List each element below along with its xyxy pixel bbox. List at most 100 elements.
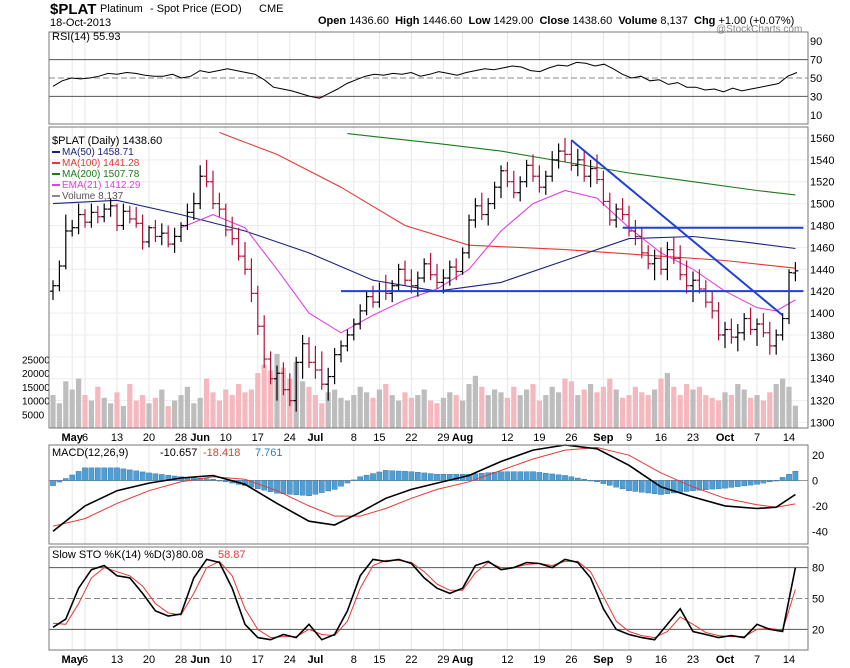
macd-histogram-bar [357, 476, 364, 481]
volume-bar [101, 397, 107, 428]
x-axis-label: Oct [716, 432, 735, 444]
close-label: Close [539, 15, 570, 27]
macd-histogram-bar [779, 477, 786, 481]
x-axis-label: 12 [501, 432, 513, 444]
macd-histogram-bar [587, 480, 594, 482]
volume-bar [639, 392, 645, 428]
volume-bar [588, 384, 594, 428]
price-axis-tick: 1420 [810, 286, 834, 298]
macd-hist-value: 7.761 [255, 447, 283, 459]
volume-bar [460, 400, 466, 428]
macd-histogram-bar [267, 480, 274, 492]
volume-bar [159, 389, 165, 428]
macd-histogram-bar [299, 480, 306, 496]
x-axis-label: 7 [754, 432, 760, 444]
volume-bar [242, 392, 248, 428]
macd-histogram-bar [325, 480, 332, 492]
macd-histogram-bar [331, 480, 338, 490]
x-axis-label: 6 [82, 432, 88, 444]
macd-histogram-bar [293, 480, 300, 495]
macd-histogram-bar [306, 480, 312, 496]
macd-axis-tick: 0 [812, 476, 818, 488]
macd-histogram-bar [645, 480, 651, 494]
volume-bar [332, 389, 338, 428]
volume-bar [120, 406, 126, 428]
macd-histogram-bar [498, 471, 504, 481]
macd-histogram-bar [415, 472, 421, 481]
x-axis-label: 17 [252, 432, 264, 444]
volume-bar [536, 400, 542, 428]
rsi-axis-tick: 50 [810, 73, 822, 85]
volume-label: Volume [618, 15, 658, 27]
volume-bar [370, 397, 376, 428]
rsi-line [52, 61, 798, 99]
price-axis-tick: 1340 [810, 374, 834, 386]
macd-histogram-bar [440, 473, 447, 481]
volume-bar [56, 403, 62, 428]
volume-bar [773, 384, 779, 428]
x-axis-label-bottom: May [61, 654, 83, 666]
macd-histogram-bar [792, 470, 799, 481]
price-axis-tick: 1380 [810, 330, 834, 342]
volume-bar [671, 386, 677, 428]
macd-histogram-bar [683, 480, 690, 492]
volume-bar [210, 392, 216, 428]
macd-axis-tick: -20 [812, 501, 828, 513]
volume-bar [716, 400, 722, 428]
volume-bar [197, 397, 203, 428]
price-axis-tick: 1460 [810, 242, 834, 254]
volume-bar [184, 386, 190, 428]
volume-bar [376, 389, 382, 428]
sto-axis-tick: 80 [812, 563, 824, 575]
macd-histogram-bar [408, 471, 415, 481]
volume-bar [389, 395, 395, 428]
low-value: 1429.00 [493, 15, 534, 27]
volume-bar [421, 389, 427, 428]
macd-histogram-bar [338, 480, 344, 487]
volume-bar [236, 384, 242, 428]
volume-bar [319, 403, 325, 428]
x-axis-label-bottom: 19 [533, 654, 545, 666]
volume-bar [517, 395, 523, 428]
volume-bar [140, 395, 146, 428]
volume-bar [357, 386, 363, 428]
x-axis-label: May [61, 432, 83, 444]
rsi-axis-tick: 10 [810, 110, 822, 122]
x-axis-label-bottom: 28 [175, 654, 187, 666]
macd-histogram-bar [126, 469, 133, 481]
legend-entry: MA(100) 1441.28 [62, 158, 140, 169]
volume-bar [543, 395, 549, 428]
macd-histogram-bar [248, 480, 255, 488]
macd-panel-frame [48, 444, 809, 545]
high-value: 1446.60 [422, 15, 463, 27]
volume-bar [408, 397, 414, 428]
volume-bar [594, 392, 600, 428]
macd-histogram-bar [594, 480, 600, 483]
macd-histogram-bar [517, 471, 523, 481]
close-value: 1438.60 [572, 15, 613, 27]
sto-panel-frame [48, 546, 809, 651]
volume-bar [760, 400, 766, 428]
macd-histogram-bar [210, 479, 216, 481]
x-axis-label-bottom: 10 [220, 654, 232, 666]
price-axis-tick: 1480 [810, 221, 834, 233]
sto-k-line [52, 558, 797, 641]
macd-histogram-bar [715, 480, 722, 489]
volume-bar [306, 386, 312, 428]
macd-histogram-bar [402, 471, 408, 481]
volume-bar [600, 386, 606, 428]
volume-bar [108, 403, 114, 428]
volume-bar [568, 381, 574, 428]
macd-histogram-bar [696, 480, 703, 491]
volume-bar [786, 386, 792, 428]
macd-histogram-bar [639, 480, 645, 493]
volume-bar [127, 384, 133, 428]
volume-bar [664, 373, 670, 428]
macd-value: -10.657 [160, 447, 197, 459]
instrument-desc: - Spot Price (EOD) [150, 3, 242, 15]
x-axis-label: 15 [373, 432, 385, 444]
macd-histogram-bar [216, 480, 223, 482]
volume-bar [344, 400, 350, 428]
macd-histogram-bar [319, 480, 325, 493]
rsi-label: RSI(14) 55.93 [52, 31, 120, 43]
